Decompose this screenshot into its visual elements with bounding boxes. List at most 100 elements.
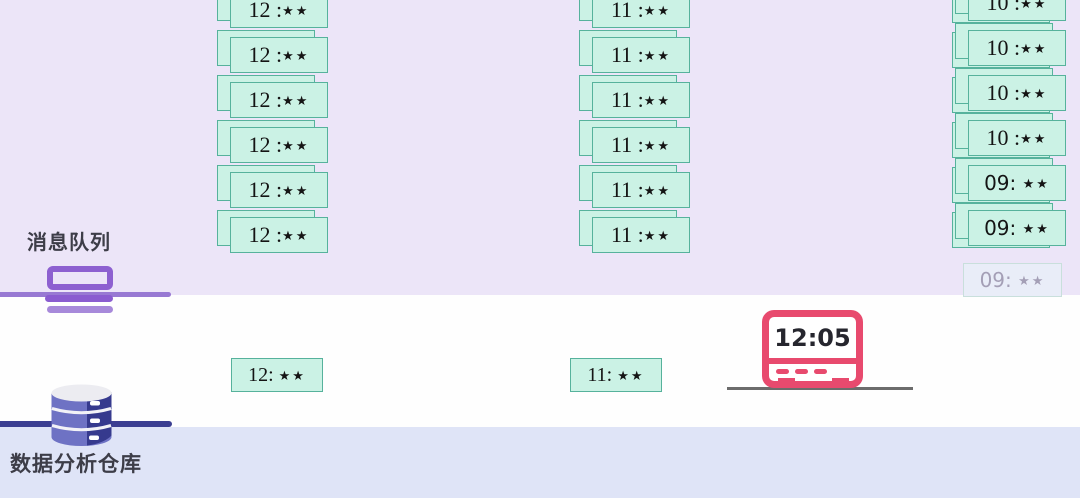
message-time: 09: [984, 216, 1023, 240]
message-queue-label: 消息队列 [27, 232, 111, 254]
processed-message-card: 11: ★★ [570, 358, 662, 392]
message-time: 12 : [248, 0, 283, 22]
message-card: 10 : ★★ [968, 120, 1066, 156]
message-queue-icon-bar [47, 306, 113, 313]
message-time: 12: [248, 364, 279, 386]
message-card-stack: 10 : ★★ [952, 23, 1066, 68]
message-queue-lane-background [0, 0, 1080, 295]
message-card: 12 : ★★ [230, 0, 328, 28]
message-column-hour-12: 12 : ★★ 12 : ★★ 12 : ★★ 12 : ★★ 12 : ★★ 12 : ★… [217, 0, 328, 262]
message-card: 11 : ★★ [592, 127, 690, 163]
masked-minutes: ★★ [1022, 221, 1050, 236]
message-time: 12 : [248, 177, 283, 202]
clock-foot [778, 378, 795, 386]
clock-foot [832, 378, 849, 386]
message-card-stack: 12 : ★★ [217, 165, 328, 208]
masked-minutes: ★★ [282, 138, 310, 153]
message-time: 10 : [986, 0, 1021, 15]
message-time: 11 : [610, 87, 644, 112]
message-card: 12 : ★★ [230, 127, 328, 163]
message-card: 11 : ★★ [592, 0, 690, 28]
message-card: 11 : ★★ [592, 37, 690, 73]
message-card-stack: 12 : ★★ [217, 120, 328, 163]
message-card-stack: 11 : ★★ [579, 120, 690, 163]
message-card: 11 : ★★ [592, 217, 690, 253]
message-time: 10 : [986, 35, 1021, 60]
message-card-stack: 12 : ★★ [217, 210, 328, 253]
message-time: 09: [979, 268, 1019, 292]
message-card: 12 : ★★ [230, 172, 328, 208]
masked-minutes: ★★ [1020, 41, 1048, 56]
expiring-message-card: 09: ★★ [963, 263, 1062, 297]
message-card: 11 : ★★ [592, 82, 690, 118]
clock-time: 12:05 [774, 323, 851, 352]
message-queue-icon [47, 266, 113, 290]
message-time: 09: [984, 171, 1023, 195]
message-card-stack: 11 : ★★ [579, 30, 690, 73]
message-card-stack: 09: ★★ [952, 203, 1066, 248]
masked-minutes: ★★ [643, 138, 672, 153]
message-card: 09: ★★ [968, 210, 1066, 246]
message-card: 11 : ★★ [592, 172, 690, 208]
message-time: 11 : [610, 0, 644, 22]
message-card-stack: 12 : ★★ [217, 30, 328, 73]
message-card-stack: 10 : ★★ [952, 0, 1066, 23]
masked-minutes: ★★ [643, 48, 672, 63]
message-time: 12 : [248, 132, 283, 157]
message-card: 12 : ★★ [230, 82, 328, 118]
masked-minutes: ★★ [643, 183, 672, 198]
message-time: 10 : [986, 125, 1021, 150]
clock-button [776, 369, 789, 374]
message-time: 11 : [610, 132, 644, 157]
message-card-stack: 12 : ★★ [217, 75, 328, 118]
message-card: 09: ★★ [968, 165, 1066, 201]
message-card: 10 : ★★ [968, 30, 1066, 66]
message-time: 11 : [610, 222, 644, 247]
message-time: 12 : [248, 222, 283, 247]
message-card-stack: 11 : ★★ [579, 0, 690, 28]
warehouse-lane-background [0, 427, 1080, 498]
masked-minutes: ★★ [282, 48, 310, 63]
message-card-stack: 11 : ★★ [579, 210, 690, 253]
message-card-stack: 09: ★★ [952, 158, 1066, 203]
masked-minutes: ★★ [1018, 273, 1046, 288]
message-time: 10 : [986, 80, 1021, 105]
clock-button-panel [769, 358, 856, 374]
transfer-lane-background [0, 295, 1080, 427]
message-time: 11: [587, 364, 618, 386]
ground-line [727, 387, 913, 390]
masked-minutes: ★★ [282, 93, 310, 108]
message-time: 12 : [248, 87, 283, 112]
masked-minutes: ★★ [1022, 176, 1050, 191]
clock-button [814, 369, 827, 374]
message-card-stack: 10 : ★★ [952, 68, 1066, 113]
masked-minutes: ★★ [643, 3, 672, 18]
masked-minutes: ★★ [1020, 0, 1048, 11]
database-icon [51, 384, 112, 446]
masked-minutes: ★★ [643, 228, 672, 243]
message-queue-icon-bar [45, 295, 113, 302]
message-card: 10 : ★★ [968, 75, 1066, 111]
message-time: 11 : [610, 42, 644, 67]
masked-minutes: ★★ [282, 228, 310, 243]
message-card-stack: 10 : ★★ [952, 113, 1066, 158]
processed-message-card: 12: ★★ [231, 358, 323, 392]
masked-minutes: ★★ [278, 368, 306, 383]
clock-device-icon: 12:05 [762, 310, 863, 388]
message-card: 12 : ★★ [230, 217, 328, 253]
warehouse-label: 数据分析仓库 [10, 453, 142, 476]
masked-minutes: ★★ [643, 93, 672, 108]
clock-screen: 12:05 [769, 317, 856, 358]
message-card-stack: 12 : ★★ [217, 0, 328, 28]
clock-button [795, 369, 808, 374]
message-column-hour-10-09: 10 : ★★ 10 : ★★ 10 : ★★ 10 : ★★ 09: ★★ 09: ★… [952, 0, 1066, 255]
masked-minutes: ★★ [1020, 86, 1048, 101]
masked-minutes: ★★ [282, 3, 310, 18]
message-card-stack: 11 : ★★ [579, 165, 690, 208]
message-time: 12 : [248, 42, 283, 67]
masked-minutes: ★★ [617, 368, 645, 383]
message-card: 12 : ★★ [230, 37, 328, 73]
message-column-hour-11: 11 : ★★ 11 : ★★ 11 : ★★ 11 : ★★ 11 : ★★ 11 : ★… [579, 0, 690, 262]
queue-lane-divider [0, 292, 171, 297]
